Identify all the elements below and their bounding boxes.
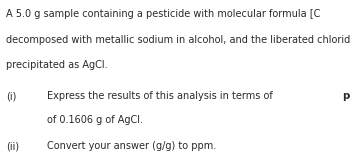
Text: (ii): (ii)	[6, 141, 20, 151]
Text: Convert your answer (g/g) to ppm.: Convert your answer (g/g) to ppm.	[47, 141, 217, 151]
Text: Express the results of this analysis in terms of: Express the results of this analysis in …	[47, 91, 276, 101]
Text: A 5.0 g sample containing a pesticide with molecular formula [C: A 5.0 g sample containing a pesticide wi…	[6, 9, 321, 19]
Text: percent: percent	[343, 91, 350, 101]
Text: precipitated as AgCl.: precipitated as AgCl.	[6, 60, 108, 70]
Text: decomposed with metallic sodium in alcohol, and the liberated chloride ion was: decomposed with metallic sodium in alcoh…	[6, 35, 350, 45]
Text: of 0.1606 g of AgCl.: of 0.1606 g of AgCl.	[47, 115, 143, 125]
Text: (i): (i)	[6, 91, 17, 101]
